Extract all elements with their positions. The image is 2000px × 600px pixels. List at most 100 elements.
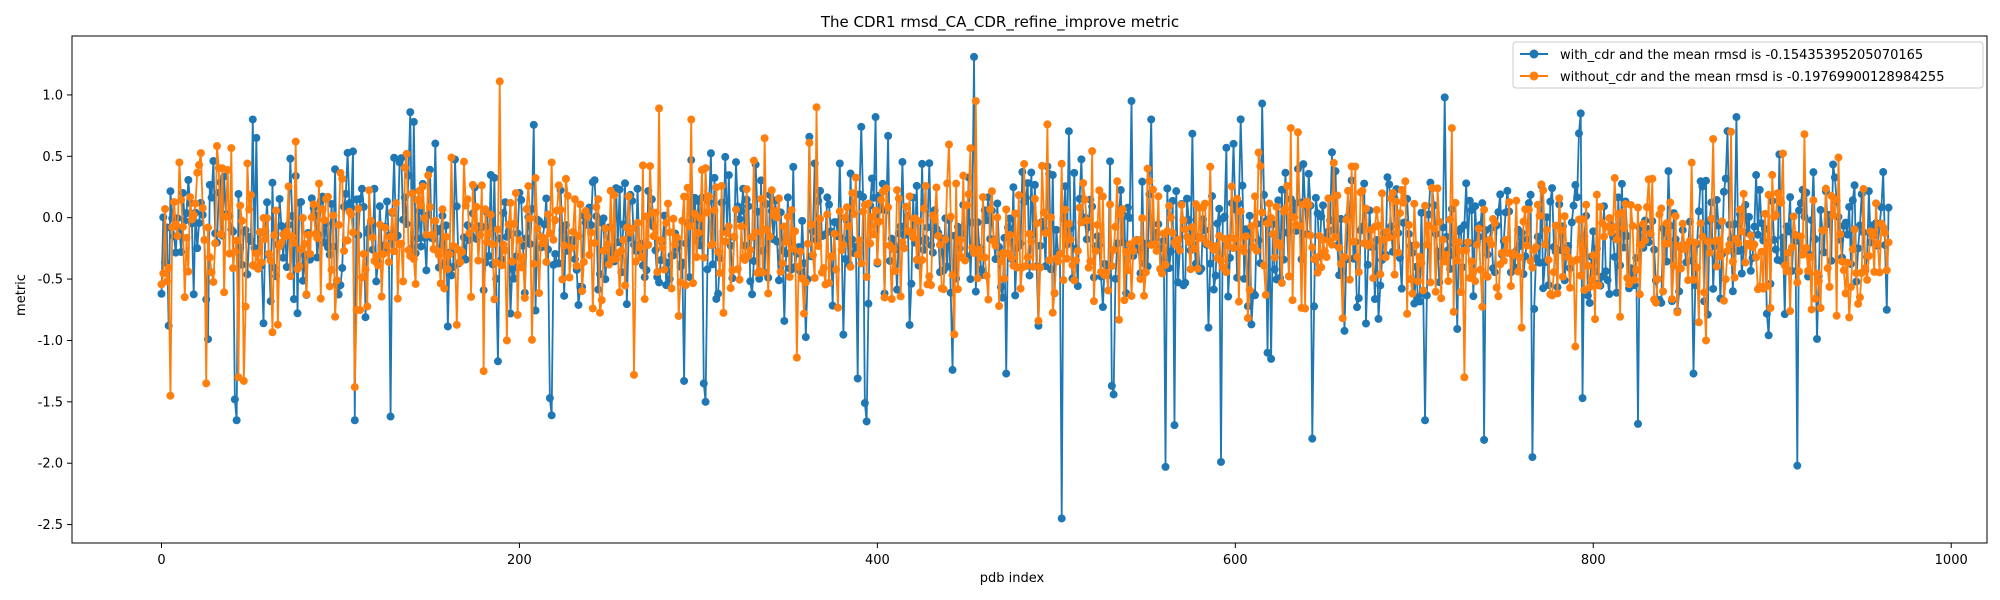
data-point [1406,275,1415,284]
data-point [1070,276,1079,285]
data-point [1630,275,1639,284]
data-point [1573,193,1582,202]
data-point [1539,186,1548,195]
data-point [1206,259,1215,268]
data-point [599,246,608,255]
data-point [721,152,730,161]
data-point [1700,288,1709,297]
data-point [1787,243,1796,252]
data-point [787,206,796,215]
data-point [289,295,298,304]
data-point [1276,242,1285,251]
data-point [914,217,923,226]
data-point [1344,186,1353,195]
data-point [1666,198,1675,207]
data-point [1109,390,1118,399]
data-point [1567,218,1576,227]
data-point [1073,246,1082,255]
data-point [379,250,388,259]
data-point [1483,272,1492,281]
data-point [195,161,204,169]
data-point [1376,281,1385,290]
data-point [1453,324,1462,333]
data-point [896,292,905,301]
data-point [452,320,461,329]
y-tick-label: -1.0 [38,334,63,349]
data-point [1181,278,1190,287]
data-point [1462,179,1471,188]
data-point [325,282,334,291]
data-point [1397,284,1406,293]
data-point [1172,187,1181,196]
data-point [493,357,502,366]
data-point [495,77,504,86]
data-point [1845,202,1854,211]
data-point [545,394,554,403]
data-point [1469,267,1478,276]
data-point [1233,194,1242,203]
data-point [1274,196,1283,205]
data-point [1472,240,1481,249]
data-point [400,163,409,172]
legend-label-with-cdr: with_cdr and the mean rmsd is -0.1543539… [1560,48,1923,63]
data-point [443,322,452,331]
data-point [1340,253,1349,262]
data-point [1880,229,1889,237]
data-point [264,249,273,258]
data-point [1147,115,1156,124]
data-point [1802,243,1811,252]
data-point [259,319,268,328]
data-point [229,264,238,273]
y-tick-label: -1.5 [38,395,63,410]
data-point [962,201,971,210]
data-point [816,214,825,223]
data-point [928,248,937,257]
data-point [1698,232,1707,241]
data-point [526,214,535,223]
data-point [1168,228,1177,237]
data-point [1268,230,1277,239]
data-point [1544,255,1553,264]
data-point [1789,212,1798,221]
data-point [1617,208,1626,217]
data-point [1127,292,1136,301]
data-point [338,264,347,273]
data-point [737,222,746,231]
data-point [1494,208,1503,217]
data-point [1079,179,1088,188]
data-point [295,262,304,271]
data-point [442,232,451,241]
data-point [338,174,347,183]
data-point [1369,274,1378,283]
data-point [1177,200,1186,209]
data-point [189,210,198,219]
data-point [1698,182,1707,191]
data-point [927,281,936,290]
data-point [1066,235,1075,244]
data-point [402,149,411,158]
data-point [1324,194,1333,203]
data-point [420,214,429,223]
data-point [1764,331,1773,340]
data-point [1562,246,1571,255]
data-point [1786,193,1795,202]
data-point [1365,240,1374,249]
data-point [699,253,708,262]
data-point [234,190,243,198]
data-point [363,302,372,311]
data-point [563,191,572,200]
data-point [182,209,191,218]
data-point [760,134,769,143]
data-point [485,252,493,261]
data-point [733,265,742,274]
data-point [1718,217,1727,226]
data-point [164,263,173,272]
data-point [1480,205,1489,214]
data-point [157,289,166,298]
plot-frame [71,35,1988,544]
legend: with_cdr and the mean rmsd is -0.1543539… [1512,41,1984,89]
data-point [1025,229,1034,238]
data-point [268,328,277,337]
data-point [1576,109,1585,118]
data-point [699,379,708,388]
